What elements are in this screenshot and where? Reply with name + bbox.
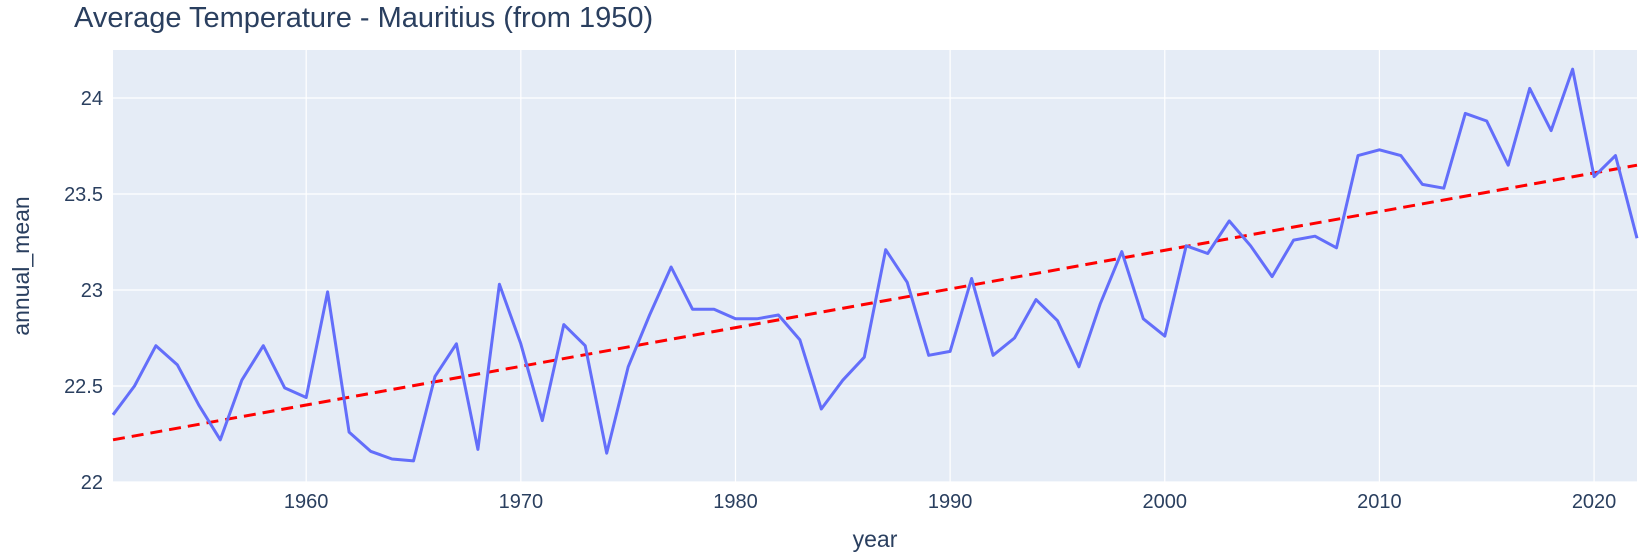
y-tick-labels: 22 22.5 23 23.5 24 [64, 88, 103, 494]
grid-lines [113, 50, 1637, 483]
trend-line [112, 163, 1638, 442]
y-axis-title: annual_mean [8, 196, 34, 335]
trend-layer [112, 163, 1638, 442]
x-tick-label: 1970 [499, 491, 544, 513]
plot-background [113, 50, 1637, 482]
x-tick-label: 1990 [928, 491, 973, 513]
x-tick-labels: 1960 1970 1980 1990 2000 2010 2020 [284, 491, 1616, 513]
x-axis-title: year [853, 526, 898, 552]
x-tick-label: 2000 [1143, 491, 1188, 513]
y-tick-label: 22 [81, 472, 103, 494]
temperature-line [111, 67, 1639, 463]
y-tick-label: 24 [81, 88, 103, 110]
x-tick-label: 1980 [713, 491, 758, 513]
x-tick-label: 2020 [1572, 491, 1617, 513]
chart-title: Average Temperature - Mauritius (from 19… [74, 2, 653, 34]
x-tick-label: 2010 [1357, 491, 1402, 513]
y-tick-label: 22.5 [64, 376, 103, 398]
y-tick-label: 23.5 [64, 184, 103, 206]
x-tick-label: 1960 [284, 491, 329, 513]
y-tick-label: 23 [81, 280, 103, 302]
series-layer [111, 67, 1639, 463]
